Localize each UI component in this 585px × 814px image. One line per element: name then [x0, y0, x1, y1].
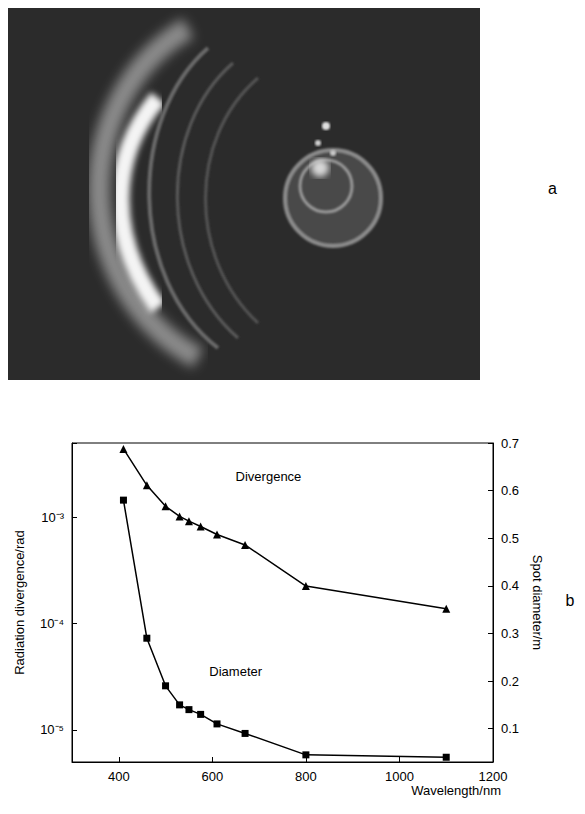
- svg-text:0.6: 0.6: [501, 483, 519, 498]
- svg-text:400: 400: [108, 769, 130, 784]
- svg-text:Radiation divergence/rad: Radiation divergence/rad: [12, 530, 27, 675]
- svg-text:Diameter: Diameter: [209, 664, 262, 679]
- svg-text:10⁻³: 10⁻³: [41, 510, 64, 525]
- svg-text:b: b: [566, 592, 575, 609]
- svg-text:0.1: 0.1: [501, 721, 519, 736]
- svg-text:1000: 1000: [385, 769, 414, 784]
- svg-text:0.3: 0.3: [501, 626, 519, 641]
- svg-text:0.4: 0.4: [501, 578, 519, 593]
- svg-text:1200: 1200: [479, 769, 508, 784]
- html-text:a: a: [548, 180, 557, 197]
- svg-text:600: 600: [201, 769, 223, 784]
- svg-text:Wavelength/nm: Wavelength/nm: [411, 783, 501, 798]
- svg-text:Spot diameter/m: Spot diameter/m: [530, 555, 545, 650]
- svg-text:800: 800: [295, 769, 317, 784]
- svg-text:10⁻⁴: 10⁻⁴: [40, 616, 64, 631]
- svg-text:0.5: 0.5: [501, 531, 519, 546]
- svg-text:0.2: 0.2: [501, 674, 519, 689]
- svg-text:10⁻⁵: 10⁻⁵: [40, 722, 64, 737]
- svg-text:Divergence: Divergence: [236, 469, 302, 484]
- svg-text:0.7: 0.7: [501, 436, 519, 451]
